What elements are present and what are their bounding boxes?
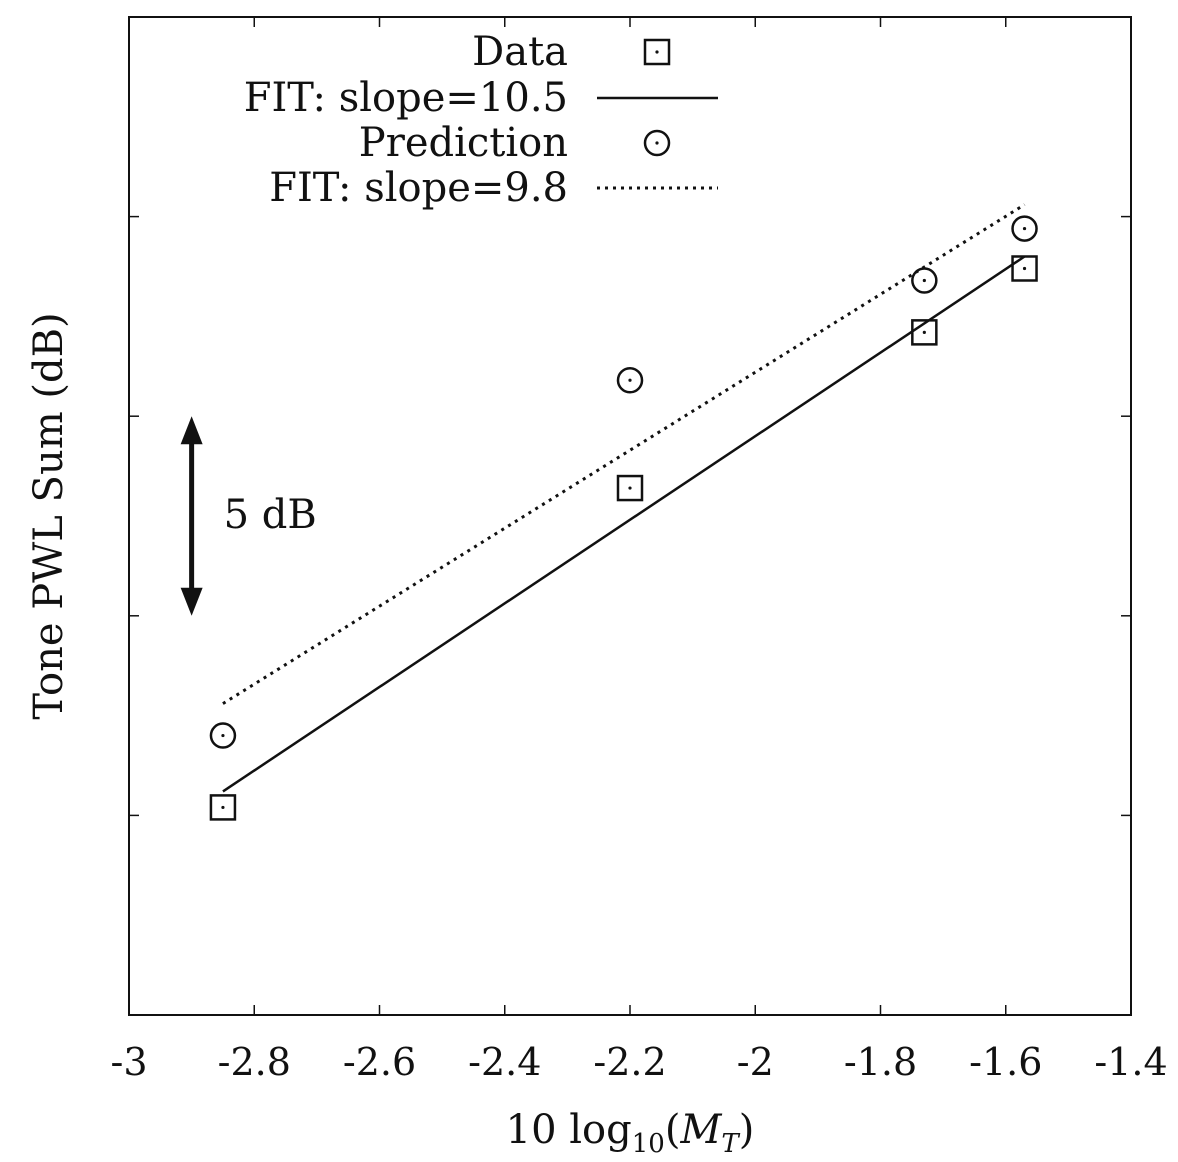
prediction-circle-marker [209,722,237,749]
series-dotted-line [222,203,1026,705]
prediction-center-dot [628,378,632,382]
annotation-arrow-head-up [180,416,203,445]
x-tick-label: -2.8 [218,1040,291,1084]
data-square-center-dot [655,50,659,54]
y-axis-title: Tone PWL Sum (dB) [26,312,72,719]
prediction-center-dot [922,278,926,283]
data-square-center-dot [221,805,225,810]
data-point [1011,255,1038,282]
x-tick-label: -2.4 [468,1040,541,1084]
prediction-circle-marker [1011,215,1038,242]
legend-label: FIT: slope=10.5 [244,75,568,121]
series-circle [209,215,1038,749]
annotation-arrow-head-down [180,587,203,616]
axis-ticks [128,17,1132,1015]
data-square-center-dot [628,486,632,490]
series-solid-line [222,255,1026,793]
legend-item: FIT: slope=10.5 [244,75,718,121]
data-square-marker [209,794,237,821]
prediction-center-dot [655,141,659,145]
prediction-center-dot [221,733,225,738]
prediction-center-dot [1022,226,1027,231]
data-square-marker [1011,255,1038,282]
legend-label: Prediction [359,120,568,166]
data-point [209,794,237,821]
series-square [209,255,1038,821]
x-tick-label: -2 [737,1040,774,1084]
x-tick-label: -2.6 [343,1040,416,1084]
prediction-circle-marker [616,367,644,394]
x-axis-title: 10 log10(MT) [506,1107,755,1159]
legend-item: FIT: slope=9.8 [269,165,718,211]
x-tick-label: -3 [110,1040,147,1084]
legend-label: Data [472,29,568,75]
x-tick-label: -1.8 [844,1040,917,1084]
annotation-layer: 5 dB [180,416,317,616]
data-square-marker [643,38,671,66]
legend-item: Data [472,29,671,75]
data-point [616,474,644,502]
data-square-center-dot [1022,266,1027,271]
prediction-circle-marker [643,129,671,157]
prediction-point [616,367,644,394]
series-layer [209,203,1038,821]
x-tick-labels: -3 -2.8 -2.6 -2.4 -2.2 -2 -1.8 -1.6 -1.4 [110,1040,1167,1084]
prediction-point [1011,215,1038,242]
x-tick-label: -2.2 [593,1040,666,1084]
fit-line-solid [222,255,1026,793]
x-tick-label: -1.4 [1094,1040,1167,1084]
data-square-marker [616,474,644,502]
prediction-point [209,722,237,749]
annotation-label: 5 dB [224,492,317,538]
x-tick-label: -1.6 [969,1040,1042,1084]
fit-line-dotted [222,203,1026,705]
data-square-center-dot [922,330,926,334]
legend-item: Prediction [359,120,671,166]
legend-label: FIT: slope=9.8 [269,165,568,211]
